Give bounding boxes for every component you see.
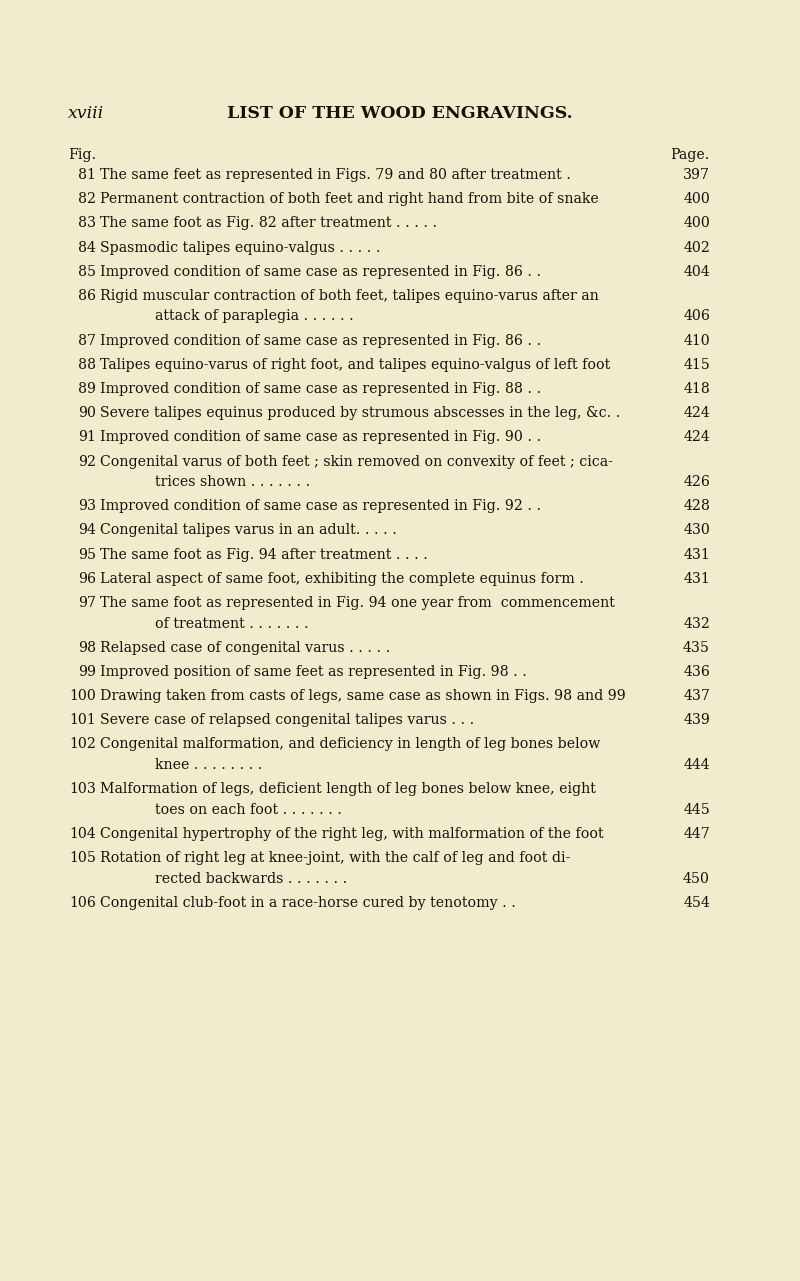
- Text: 415: 415: [683, 357, 710, 371]
- Text: 432: 432: [683, 616, 710, 630]
- Text: Page.: Page.: [670, 149, 710, 161]
- Text: 83: 83: [78, 216, 96, 231]
- Text: LIST OF THE WOOD ENGRAVINGS.: LIST OF THE WOOD ENGRAVINGS.: [227, 105, 573, 122]
- Text: Congenital hypertrophy of the right leg, with malformation of the foot: Congenital hypertrophy of the right leg,…: [100, 826, 604, 840]
- Text: Improved position of same feet as represented in Fig. 98 . .: Improved position of same feet as repres…: [100, 665, 527, 679]
- Text: 102: 102: [69, 738, 96, 752]
- Text: 404: 404: [683, 265, 710, 279]
- Text: 450: 450: [683, 871, 710, 885]
- Text: The same feet as represented in Figs. 79 and 80 after treatment .: The same feet as represented in Figs. 79…: [100, 168, 571, 182]
- Text: Severe talipes equinus produced by strumous abscesses in the leg, &c. .: Severe talipes equinus produced by strum…: [100, 406, 620, 420]
- Text: 99: 99: [78, 665, 96, 679]
- Text: 103: 103: [69, 783, 96, 797]
- Text: 88: 88: [78, 357, 96, 371]
- Text: 100: 100: [69, 689, 96, 703]
- Text: 87: 87: [78, 333, 96, 347]
- Text: 445: 445: [683, 803, 710, 817]
- Text: 104: 104: [70, 826, 96, 840]
- Text: 436: 436: [683, 665, 710, 679]
- Text: Severe case of relapsed congenital talipes varus . . .: Severe case of relapsed congenital talip…: [100, 714, 474, 728]
- Text: rected backwards . . . . . . .: rected backwards . . . . . . .: [155, 871, 347, 885]
- Text: 435: 435: [683, 640, 710, 655]
- Text: 431: 431: [683, 571, 710, 585]
- Text: Congenital talipes varus in an adult. . . . .: Congenital talipes varus in an adult. . …: [100, 524, 397, 538]
- Text: 96: 96: [78, 571, 96, 585]
- Text: 402: 402: [683, 241, 710, 255]
- Text: trices shown . . . . . . .: trices shown . . . . . . .: [155, 475, 310, 489]
- Text: The same foot as Fig. 94 after treatment . . . .: The same foot as Fig. 94 after treatment…: [100, 548, 428, 561]
- Text: 98: 98: [78, 640, 96, 655]
- Text: 437: 437: [683, 689, 710, 703]
- Text: toes on each foot . . . . . . .: toes on each foot . . . . . . .: [155, 803, 342, 817]
- Text: Relapsed case of congenital varus . . . . .: Relapsed case of congenital varus . . . …: [100, 640, 390, 655]
- Text: 430: 430: [683, 524, 710, 538]
- Text: Spasmodic talipes equino-valgus . . . . .: Spasmodic talipes equino-valgus . . . . …: [100, 241, 381, 255]
- Text: Talipes equino-varus of right foot, and talipes equino-valgus of left foot: Talipes equino-varus of right foot, and …: [100, 357, 610, 371]
- Text: knee . . . . . . . .: knee . . . . . . . .: [155, 758, 262, 772]
- Text: attack of paraplegia . . . . . .: attack of paraplegia . . . . . .: [155, 310, 354, 323]
- Text: 85: 85: [78, 265, 96, 279]
- Text: 95: 95: [78, 548, 96, 561]
- Text: 431: 431: [683, 548, 710, 561]
- Text: Malformation of legs, deficient length of leg bones below knee, eight: Malformation of legs, deficient length o…: [100, 783, 596, 797]
- Text: Rotation of right leg at knee-joint, with the calf of leg and foot di-: Rotation of right leg at knee-joint, wit…: [100, 851, 570, 865]
- Text: 106: 106: [69, 895, 96, 910]
- Text: Improved condition of same case as represented in Fig. 88 . .: Improved condition of same case as repre…: [100, 382, 541, 396]
- Text: 397: 397: [683, 168, 710, 182]
- Text: Drawing taken from casts of legs, same case as shown in Figs. 98 and 99: Drawing taken from casts of legs, same c…: [100, 689, 626, 703]
- Text: 93: 93: [78, 500, 96, 514]
- Text: 410: 410: [683, 333, 710, 347]
- Text: xviii: xviii: [68, 105, 104, 122]
- Text: 91: 91: [78, 430, 96, 445]
- Text: of treatment . . . . . . .: of treatment . . . . . . .: [155, 616, 309, 630]
- Text: 90: 90: [78, 406, 96, 420]
- Text: 400: 400: [683, 216, 710, 231]
- Text: 94: 94: [78, 524, 96, 538]
- Text: Fig.: Fig.: [68, 149, 96, 161]
- Text: Improved condition of same case as represented in Fig. 86 . .: Improved condition of same case as repre…: [100, 333, 541, 347]
- Text: 89: 89: [78, 382, 96, 396]
- Text: 447: 447: [683, 826, 710, 840]
- Text: 418: 418: [683, 382, 710, 396]
- Text: Rigid muscular contraction of both feet, talipes equino-varus after an: Rigid muscular contraction of both feet,…: [100, 290, 598, 302]
- Text: Congenital varus of both feet ; skin removed on convexity of feet ; cica-: Congenital varus of both feet ; skin rem…: [100, 455, 613, 469]
- Text: Congenital malformation, and deficiency in length of leg bones below: Congenital malformation, and deficiency …: [100, 738, 600, 752]
- Text: 81: 81: [78, 168, 96, 182]
- Text: 426: 426: [683, 475, 710, 489]
- Text: Improved condition of same case as represented in Fig. 90 . .: Improved condition of same case as repre…: [100, 430, 541, 445]
- Text: 444: 444: [683, 758, 710, 772]
- Text: Permanent contraction of both feet and right hand from bite of snake: Permanent contraction of both feet and r…: [100, 192, 598, 206]
- Text: 97: 97: [78, 596, 96, 610]
- Text: 105: 105: [69, 851, 96, 865]
- Text: 92: 92: [78, 455, 96, 469]
- Text: 82: 82: [78, 192, 96, 206]
- Text: Improved condition of same case as represented in Fig. 86 . .: Improved condition of same case as repre…: [100, 265, 541, 279]
- Text: 428: 428: [683, 500, 710, 514]
- Text: Congenital club-foot in a race-horse cured by tenotomy . .: Congenital club-foot in a race-horse cur…: [100, 895, 516, 910]
- Text: Lateral aspect of same foot, exhibiting the complete equinus form .: Lateral aspect of same foot, exhibiting …: [100, 571, 584, 585]
- Text: 439: 439: [683, 714, 710, 728]
- Text: 424: 424: [683, 430, 710, 445]
- Text: 454: 454: [683, 895, 710, 910]
- Text: 406: 406: [683, 310, 710, 323]
- Text: 84: 84: [78, 241, 96, 255]
- Text: 86: 86: [78, 290, 96, 302]
- Text: 424: 424: [683, 406, 710, 420]
- Text: The same foot as represented in Fig. 94 one year from  commencement: The same foot as represented in Fig. 94 …: [100, 596, 615, 610]
- Text: 101: 101: [70, 714, 96, 728]
- Text: The same foot as Fig. 82 after treatment . . . . .: The same foot as Fig. 82 after treatment…: [100, 216, 437, 231]
- Text: 400: 400: [683, 192, 710, 206]
- Text: Improved condition of same case as represented in Fig. 92 . .: Improved condition of same case as repre…: [100, 500, 541, 514]
